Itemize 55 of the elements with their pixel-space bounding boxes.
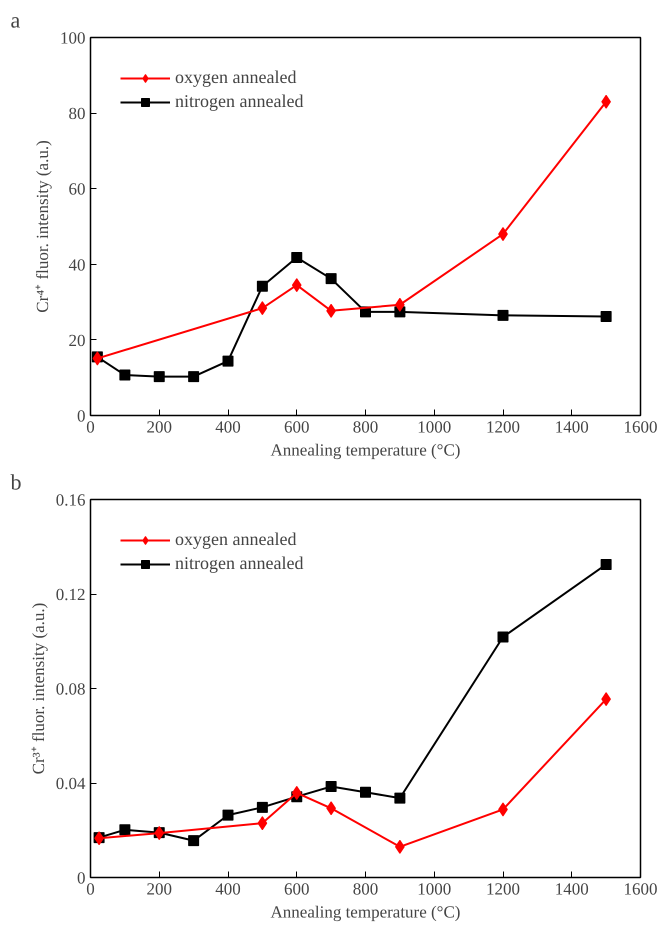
- x-tick-label: 200: [146, 418, 172, 436]
- point: [292, 786, 302, 800]
- x-tick-label: 400: [215, 418, 241, 436]
- y-tick-label: 100: [60, 28, 86, 48]
- x-tick-label: 1000: [417, 418, 452, 436]
- x-tick-label: 1400: [554, 880, 589, 898]
- y-tick-label: 80: [68, 104, 86, 124]
- legend-label: oxygen annealed: [175, 67, 296, 88]
- point: [360, 786, 371, 798]
- y-tick-label: 0.04: [56, 774, 86, 793]
- point: [222, 356, 234, 367]
- y-tick-label: 40: [68, 255, 86, 274]
- x-tick-label: 1400: [554, 418, 589, 436]
- point: [292, 278, 302, 292]
- y-tick-label: 60: [68, 180, 86, 199]
- legend-label: nitrogen annealed: [175, 91, 304, 112]
- point: [188, 371, 200, 382]
- point: [291, 252, 302, 263]
- text: a: [10, 8, 20, 32]
- x-tick-label: 1600: [624, 418, 658, 436]
- legend-label: nitrogen annealed: [175, 553, 304, 574]
- point: [498, 631, 508, 642]
- point: [256, 802, 268, 813]
- text: b: [10, 470, 22, 494]
- point: [326, 781, 337, 792]
- point: [600, 310, 612, 322]
- x-axis-title: Annealing temperature (°C): [270, 902, 460, 922]
- point: [222, 810, 234, 821]
- x-tick-label: 1200: [486, 880, 520, 898]
- x-tick-label: 600: [284, 880, 310, 898]
- legend-label: oxygen annealed: [175, 529, 296, 550]
- point: [498, 310, 508, 321]
- point: [188, 835, 200, 846]
- x-tick-label: 400: [215, 880, 241, 898]
- x-tick-label: 800: [352, 418, 378, 436]
- point: [154, 371, 165, 382]
- y-axis-title: Cr⁴⁺ fluor. intensity (a.u.): [33, 140, 52, 313]
- point: [394, 792, 406, 804]
- x-tick-label: 200: [146, 880, 172, 898]
- x-tick-label: 1000: [417, 880, 452, 898]
- x-tick-label: 1600: [624, 880, 658, 898]
- point: [256, 280, 268, 292]
- y-tick-label: 0.12: [56, 585, 86, 604]
- point: [600, 558, 612, 570]
- point: [326, 273, 337, 284]
- x-tick-label: 800: [352, 880, 378, 898]
- x-tick-label: 1200: [486, 418, 520, 436]
- y-axis-title: Cr³⁺ fluor. intensity (a.u.): [28, 602, 48, 774]
- y-tick-label: 20: [68, 330, 86, 350]
- point: [119, 370, 130, 381]
- point: [119, 824, 130, 836]
- y-tick-label: 0.08: [56, 680, 86, 698]
- y-tick-label: 0.16: [56, 490, 86, 510]
- x-tick-label: 600: [284, 418, 310, 436]
- x-axis-title: Annealing temperature (°C): [270, 440, 460, 460]
